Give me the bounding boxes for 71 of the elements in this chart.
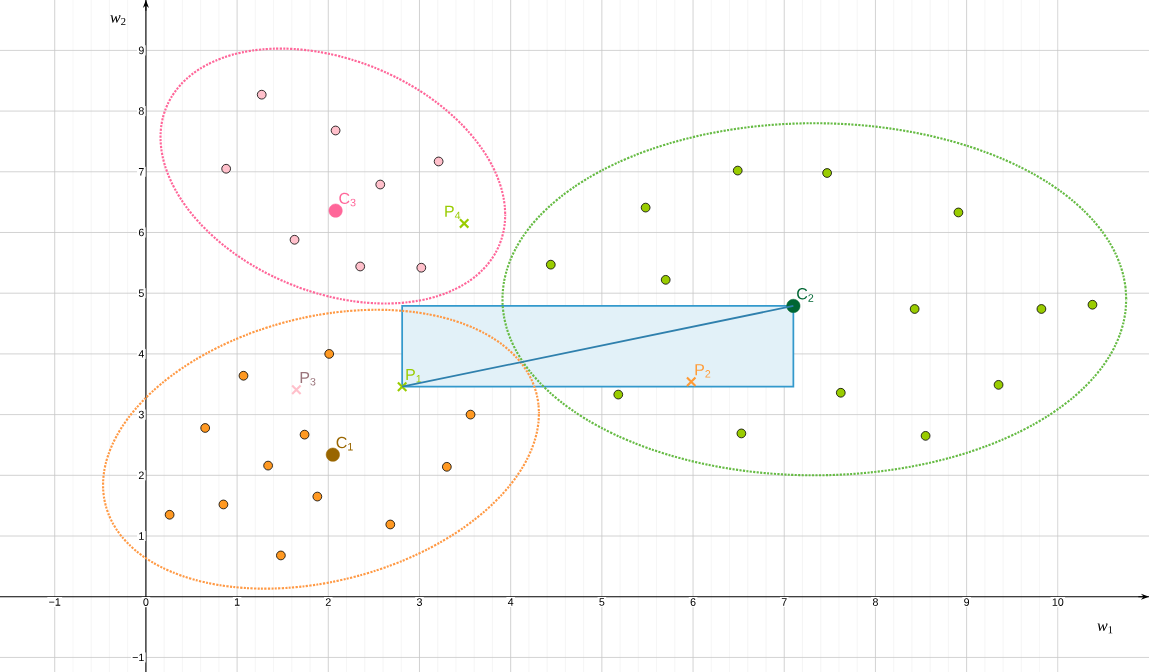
point bbox=[685, 376, 697, 388]
point bbox=[909, 304, 920, 314]
point bbox=[1036, 304, 1047, 314]
x-tick-label: 6 bbox=[690, 598, 696, 606]
x-tick-label: 8 bbox=[872, 598, 878, 606]
x-tick-label: 10 bbox=[1052, 598, 1064, 606]
point bbox=[613, 389, 624, 400]
x-axis-title: w$_{1}$ bbox=[1097, 623, 1113, 634]
series-label: P$_{4}$ bbox=[445, 205, 461, 220]
x-tick-label: 2 bbox=[325, 598, 331, 606]
point bbox=[465, 409, 476, 420]
point bbox=[276, 550, 286, 561]
series-label: C$_{1}$ bbox=[336, 436, 353, 451]
point bbox=[993, 380, 1004, 390]
point bbox=[786, 299, 801, 313]
x-tick-label: 4 bbox=[507, 598, 514, 606]
x-tick-label: 3 bbox=[416, 598, 422, 606]
point bbox=[238, 370, 249, 381]
point bbox=[732, 165, 743, 176]
point bbox=[200, 423, 210, 433]
y-tick-label: −1 bbox=[132, 653, 144, 662]
y-tick-label: 9 bbox=[138, 46, 144, 55]
point bbox=[920, 431, 931, 441]
y-tick-label: 5 bbox=[138, 289, 144, 297]
y-tick-label: 4 bbox=[138, 350, 144, 358]
y-tick-label: 8 bbox=[138, 107, 144, 115]
point bbox=[396, 381, 408, 392]
x-tick-label: 0 bbox=[143, 598, 149, 606]
y-tick-label: 6 bbox=[138, 228, 144, 237]
point bbox=[355, 261, 366, 272]
x-tick-label: 1 bbox=[234, 598, 240, 606]
point bbox=[291, 384, 302, 396]
series-label: C$_{2}$ bbox=[797, 288, 814, 302]
point bbox=[416, 262, 427, 273]
point bbox=[433, 156, 444, 167]
x-tick-label: 9 bbox=[964, 598, 970, 606]
point bbox=[289, 234, 300, 245]
series-label: C$_{3}$ bbox=[339, 192, 356, 207]
point bbox=[299, 429, 310, 440]
point bbox=[822, 168, 832, 178]
point bbox=[330, 125, 341, 136]
point bbox=[546, 259, 556, 270]
x-tick-label: 7 bbox=[781, 598, 787, 606]
x-tick-label: −1 bbox=[49, 598, 61, 606]
point bbox=[442, 462, 452, 472]
point bbox=[218, 499, 229, 510]
point bbox=[221, 163, 231, 174]
y-tick-label: 3 bbox=[138, 410, 144, 419]
y-tick-label: 7 bbox=[138, 168, 144, 176]
point bbox=[324, 349, 334, 359]
point bbox=[660, 275, 671, 285]
x-tick-label: 5 bbox=[599, 598, 605, 606]
point bbox=[385, 519, 396, 530]
point bbox=[953, 207, 964, 218]
y-tick-label: 1 bbox=[139, 532, 144, 540]
y-axis-title: w$_{2}$ bbox=[110, 15, 126, 26]
point bbox=[640, 202, 651, 213]
point bbox=[835, 387, 846, 398]
point bbox=[375, 179, 386, 190]
point bbox=[312, 491, 323, 502]
point bbox=[256, 89, 267, 100]
point bbox=[164, 509, 175, 520]
series-label: P$_{3}$ bbox=[300, 371, 316, 386]
point bbox=[1087, 299, 1098, 310]
point bbox=[736, 428, 747, 439]
point bbox=[325, 447, 340, 462]
point bbox=[263, 460, 273, 471]
series-label: P$_{2}$ bbox=[695, 364, 711, 378]
y-tick-label: 2 bbox=[138, 471, 144, 480]
point bbox=[458, 218, 470, 229]
point bbox=[328, 203, 343, 218]
